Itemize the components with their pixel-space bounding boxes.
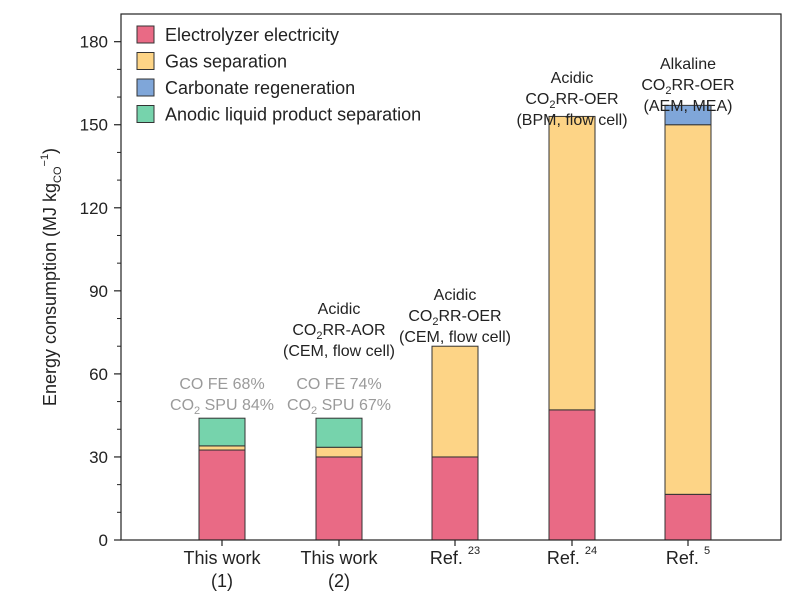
bar-config-label: CO2RR-OER <box>525 91 618 111</box>
y-axis-title-main: Energy consumption (MJ kg <box>40 183 60 406</box>
bar-config-label: (CEM, flow cell) <box>283 343 395 360</box>
annot-text: CO FE 68% <box>179 376 264 393</box>
x-tick-label-ref: 5 <box>704 545 710 557</box>
bar-segment-2 <box>548 115 596 411</box>
annot-text: (BPM, flow cell) <box>516 112 627 129</box>
bar-segment-1 <box>664 493 712 541</box>
annotations-group: CO FE 68%CO2 SPU 84%CO FE 74%CO2 SPU 67%… <box>170 56 735 417</box>
annot-text: Acidic <box>551 70 594 87</box>
annot-text: SPU 84% <box>200 397 274 414</box>
legend-swatch <box>136 52 155 70</box>
x-tick-label-main: Ref. <box>547 548 580 568</box>
annot-text: CO <box>287 397 311 414</box>
x-tick-label: Ref. 23 <box>430 545 480 568</box>
bar-segment-4 <box>198 417 246 447</box>
annot-text: (CEM, flow cell) <box>399 329 511 346</box>
bar-config-label: (BPM, flow cell) <box>516 112 627 129</box>
bar-segment-1 <box>431 456 479 541</box>
x-tick-label-ref: 23 <box>468 545 480 557</box>
bar-segment-2 <box>198 445 246 451</box>
bar-segment-4 <box>315 417 363 448</box>
y-tick-label: 120 <box>80 199 108 218</box>
plot-frame <box>120 13 782 541</box>
annot-sub: 2 <box>665 85 671 97</box>
bar-segment-2 <box>664 124 712 495</box>
annot-text: CO <box>641 77 665 94</box>
bar-segment-1 <box>548 409 596 541</box>
bar-config-label: Acidic <box>551 70 594 87</box>
bar-metrics-label: CO FE 68% <box>179 376 264 393</box>
y-axis-title: Energy consumption (MJ kgCO−1) <box>39 148 64 406</box>
annot-sub: 2 <box>432 316 438 328</box>
bar-segment-2 <box>431 345 479 458</box>
bar-metrics-label: CO2 SPU 67% <box>287 397 391 417</box>
bar-metrics-label: CO FE 74% <box>296 376 381 393</box>
annot-text: CO <box>170 397 194 414</box>
bar-config-label: CO2RR-OER <box>641 77 734 97</box>
annot-sub: 2 <box>549 99 555 111</box>
bar-config-label: Acidic <box>318 301 361 318</box>
annot-text: Acidic <box>434 287 477 304</box>
annot-sub: 2 <box>311 405 317 417</box>
x-tick-label-main: Ref. <box>430 548 463 568</box>
x-tick-label: This work <box>300 548 378 568</box>
y-tick-label: 0 <box>99 531 108 550</box>
legend: Electrolyzer electricity Gas separation Ca… <box>136 25 421 125</box>
bar-config-label: Acidic <box>434 287 477 304</box>
legend-label: Carbonate regeneration <box>165 78 355 98</box>
annot-text: SPU 67% <box>317 397 391 414</box>
x-tick-label-main: Ref. <box>666 548 699 568</box>
y-axis-title-sup: −1 <box>39 154 51 167</box>
y-tick-label: 150 <box>80 116 108 135</box>
bar-segment-1 <box>198 449 246 541</box>
bar-config-label: Alkaline <box>660 56 716 73</box>
x-tick-label-line2: (1) <box>211 571 233 591</box>
annot-text: CO <box>408 308 432 325</box>
annot-text: Alkaline <box>660 56 716 73</box>
bar-config-label: (CEM, flow cell) <box>399 329 511 346</box>
x-tick-label-ref: 24 <box>585 545 597 557</box>
annot-text: RR-OER <box>439 308 502 325</box>
annot-text: (CEM, flow cell) <box>283 343 395 360</box>
y-tick-label: 30 <box>89 448 108 467</box>
legend-swatch <box>136 105 155 123</box>
annot-text: (AEM, MEA) <box>644 98 733 115</box>
bars-group <box>198 104 712 541</box>
annot-text: RR-OER <box>672 77 735 94</box>
bar-segment-3 <box>664 104 712 126</box>
annot-text: RR-AOR <box>323 322 386 339</box>
annot-text: Acidic <box>318 301 361 318</box>
y-tick-label: 60 <box>89 365 108 384</box>
annot-text: CO <box>525 91 549 108</box>
x-tick-label: Ref. 24 <box>547 545 597 568</box>
annot-text: RR-OER <box>556 91 619 108</box>
bar-segment-1 <box>315 456 363 541</box>
x-tick-label-line2: (2) <box>328 571 350 591</box>
x-tick-label: Ref. 5 <box>666 545 710 568</box>
legend-swatch <box>136 78 155 97</box>
annot-sub: 2 <box>316 330 322 342</box>
x-tick-label-main: This work <box>183 548 261 568</box>
legend-label: Gas separation <box>165 52 287 72</box>
annot-sub: 2 <box>194 405 200 417</box>
y-tick-label: 90 <box>89 282 108 301</box>
x-tick-label-main: This work <box>300 548 378 568</box>
legend-label: Anodic liquid product separation <box>165 105 421 125</box>
bar-config-label: CO2RR-OER <box>408 308 501 328</box>
x-tick-label: This work <box>183 548 261 568</box>
annot-text: CO FE 74% <box>296 376 381 393</box>
axes-group: 0 30 60 90 120 150 180 Energy consumption (MJ k… <box>39 13 782 591</box>
y-axis-title-close: ) <box>40 148 60 154</box>
y-axis-title-sub: CO <box>52 166 64 183</box>
legend-swatch <box>136 25 155 44</box>
bar-metrics-label: CO2 SPU 84% <box>170 397 274 417</box>
bar-segment-2 <box>315 446 363 458</box>
y-tick-label: 180 <box>80 33 108 52</box>
legend-label: Electrolyzer electricity <box>165 25 339 45</box>
bar-config-label: CO2RR-AOR <box>292 322 385 342</box>
bar-config-label: (AEM, MEA) <box>644 98 733 115</box>
annot-text: CO <box>292 322 316 339</box>
